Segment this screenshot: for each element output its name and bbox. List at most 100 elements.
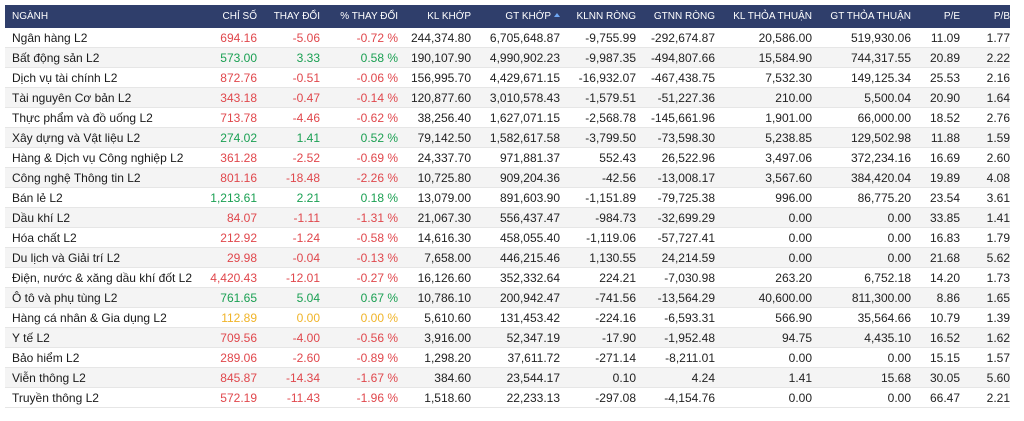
column-header[interactable]: KL THỎA THUẬN	[715, 5, 812, 28]
cell: 872.76	[200, 67, 257, 88]
sector-row[interactable]: Hóa chất L2 212.92 -1.24 -0.58 % 14,616.30 45…	[5, 227, 1010, 248]
cell: -16,932.07	[560, 67, 636, 88]
cell: -297.08	[560, 387, 636, 408]
cell: 274.02	[200, 127, 257, 148]
cell: 33.85	[911, 207, 960, 228]
cell: 2.16	[960, 67, 1010, 88]
sector-name: Du lịch và Giải trí L2	[5, 247, 200, 268]
cell: 845.87	[200, 367, 257, 388]
sector-row[interactable]: Bán lẻ L2 1,213.61 2.21 0.18 % 13,079.00 891,…	[5, 187, 1010, 208]
cell: 7,658.00	[398, 247, 471, 268]
cell: -1.67 %	[320, 367, 398, 388]
column-header[interactable]: KL KHỚP	[398, 5, 471, 28]
sector-row[interactable]: Tài nguyên Cơ bản L2 343.18 -0.47 -0.14 % 12…	[5, 87, 1010, 108]
cell: 761.65	[200, 287, 257, 308]
cell: 84.07	[200, 207, 257, 228]
cell: 361.28	[200, 147, 257, 168]
cell: 10.79	[911, 307, 960, 328]
column-header[interactable]: CHỈ SỐ	[200, 5, 257, 28]
cell: 5,238.85	[715, 127, 812, 148]
cell: 4,420.43	[200, 267, 257, 288]
header-text: KL KHỚP	[427, 11, 471, 22]
cell: -467,438.75	[636, 67, 715, 88]
cell: -4.00	[257, 327, 320, 348]
cell: -7,030.98	[636, 267, 715, 288]
cell: 1,518.60	[398, 387, 471, 408]
sector-row[interactable]: Truyền thông L2 572.19 -11.43 -1.96 % 1,518.…	[5, 387, 1010, 408]
cell: 3.61	[960, 187, 1010, 208]
cell: 1.62	[960, 327, 1010, 348]
cell: 10,725.80	[398, 167, 471, 188]
column-header[interactable]: THAY ĐỔI	[257, 5, 320, 28]
cell: -42.56	[560, 167, 636, 188]
cell: 0.00 %	[320, 307, 398, 328]
cell: 29.98	[200, 247, 257, 268]
cell: 7,532.30	[715, 67, 812, 88]
sector-row[interactable]: Dịch vụ tài chính L2 872.76 -0.51 -0.06 % 15…	[5, 67, 1010, 88]
sector-name: Hóa chất L2	[5, 227, 200, 248]
sector-row[interactable]: Hàng cá nhân & Gia dụng L2 112.89 0.00 0.00…	[5, 307, 1010, 328]
cell: 14,616.30	[398, 227, 471, 248]
cell: 0.52 %	[320, 127, 398, 148]
sector-row[interactable]: Dầu khí L2 84.07 -1.11 -1.31 % 21,067.30 556,…	[5, 207, 1010, 228]
column-header[interactable]: P/B	[960, 5, 1010, 28]
sector-row[interactable]: Thực phẩm và đồ uống L2 713.78 -4.46 -0.62 …	[5, 107, 1010, 128]
cell: 10,786.10	[398, 287, 471, 308]
sector-row[interactable]: Bất động sản L2 573.00 3.33 0.58 % 190,107.9…	[5, 47, 1010, 68]
column-header[interactable]: GTNN RÒNG	[636, 5, 715, 28]
cell: 16.52	[911, 327, 960, 348]
cell: 0.00	[812, 227, 911, 248]
column-header[interactable]: GT THỎA THUẬN	[812, 5, 911, 28]
sector-row[interactable]: Y tế L2 709.56 -4.00 -0.56 % 3,916.00 52,347.…	[5, 327, 1010, 348]
cell: 4,990,902.23	[471, 47, 560, 68]
cell: 458,055.40	[471, 227, 560, 248]
column-header[interactable]: GT KHỚP	[471, 5, 560, 28]
cell: -1.11	[257, 207, 320, 228]
cell: 244,374.80	[398, 28, 471, 48]
cell: 20,586.00	[715, 28, 812, 48]
cell: 552.43	[560, 147, 636, 168]
column-header[interactable]: NGÀNH	[5, 5, 200, 28]
cell: 11.88	[911, 127, 960, 148]
cell: 1.39	[960, 307, 1010, 328]
cell: 156,995.70	[398, 67, 471, 88]
cell: -2.60	[257, 347, 320, 368]
cell: 1.41	[715, 367, 812, 388]
sector-row[interactable]: Hàng & Dịch vụ Công nghiệp L2 361.28 -2.52…	[5, 147, 1010, 168]
cell: -13,564.29	[636, 287, 715, 308]
column-header[interactable]: % THAY ĐỔI	[320, 5, 398, 28]
cell: 190,107.90	[398, 47, 471, 68]
sector-row[interactable]: Ngân hàng L2 694.16 -5.06 -0.72 % 244,374.80…	[5, 28, 1010, 48]
cell: 19.89	[911, 167, 960, 188]
sector-row[interactable]: Du lịch và Giải trí L2 29.98 -0.04 -0.13 % 7…	[5, 247, 1010, 268]
cell: 909,204.36	[471, 167, 560, 188]
cell: 971,881.37	[471, 147, 560, 168]
cell: 15,584.90	[715, 47, 812, 68]
sort-icon[interactable]	[554, 13, 560, 17]
sector-row[interactable]: Ô tô và phụ tùng L2 761.65 5.04 0.67 % 10,78…	[5, 287, 1010, 308]
column-header[interactable]: KLNN RÒNG	[560, 5, 636, 28]
cell: 224.21	[560, 267, 636, 288]
cell: 23.54	[911, 187, 960, 208]
sector-row[interactable]: Xây dựng và Vật liệu L2 274.02 1.41 0.52 % 7…	[5, 127, 1010, 148]
cell: -1,119.06	[560, 227, 636, 248]
header-text: % THAY ĐỔI	[340, 11, 398, 22]
column-header[interactable]: P/E	[911, 5, 960, 28]
cell: 129,502.98	[812, 127, 911, 148]
cell: 1.77	[960, 28, 1010, 48]
cell: 15.68	[812, 367, 911, 388]
cell: 38,256.40	[398, 107, 471, 128]
header-text: KLNN RÒNG	[576, 11, 636, 22]
cell: -1,952.48	[636, 327, 715, 348]
sector-row[interactable]: Bảo hiểm L2 289.06 -2.60 -0.89 % 1,298.20 37,…	[5, 347, 1010, 368]
sector-row[interactable]: Điện, nước & xăng dầu khí đốt L2 4,420.43…	[5, 267, 1010, 288]
sector-row[interactable]: Viễn thông L2 845.87 -14.34 -1.67 % 384.60 23…	[5, 367, 1010, 388]
sector-name: Bất động sản L2	[5, 47, 200, 68]
sector-row[interactable]: Công nghệ Thông tin L2 801.16 -18.48 -2.26 …	[5, 167, 1010, 188]
cell: 20.89	[911, 47, 960, 68]
cell: -73,598.30	[636, 127, 715, 148]
cell: 343.18	[200, 87, 257, 108]
cell: -0.58 %	[320, 227, 398, 248]
cell: -79,725.38	[636, 187, 715, 208]
